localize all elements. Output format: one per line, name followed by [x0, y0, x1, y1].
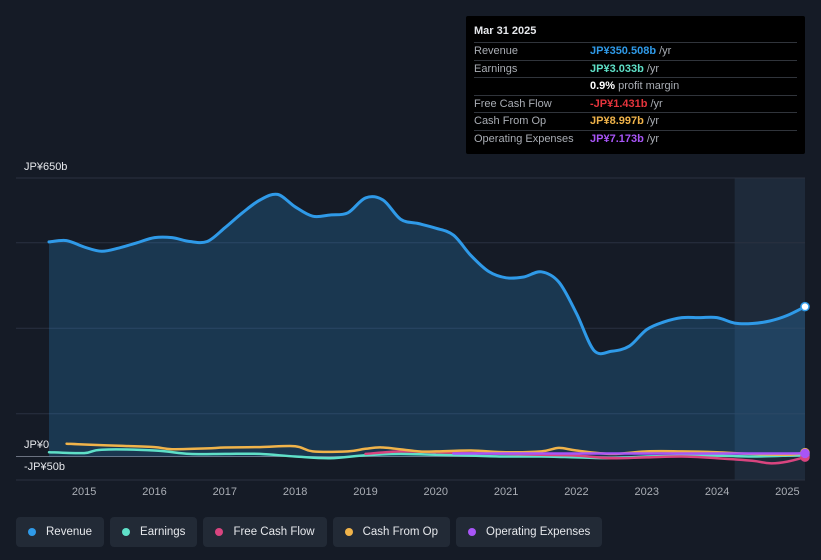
legend-item-free-cash-flow[interactable]: Free Cash Flow: [203, 517, 327, 547]
legend-label: Revenue: [46, 526, 93, 538]
y-tick-label: JP¥0: [24, 439, 49, 451]
tooltip-row-label: Revenue: [474, 45, 519, 57]
x-tick-label: 2024: [705, 486, 729, 498]
tooltip-row-label: Free Cash Flow: [474, 97, 552, 110]
tooltip-row-value: 0.9%: [590, 80, 616, 92]
tooltip-row-free-cash-flow: Free Cash Flow -JP¥1.431b/yr: [474, 96, 797, 113]
cash-from-op-line: [65, 442, 807, 457]
legend: Revenue Earnings Free Cash Flow Cash From O…: [16, 517, 603, 547]
tooltip-row-value: JP¥350.508b: [590, 45, 657, 57]
operating-expenses-end-marker: [800, 448, 810, 459]
x-tick-label: 2020: [424, 486, 448, 498]
forecast-region: [734, 178, 805, 480]
tooltip-row-value: JP¥3.033b: [590, 62, 644, 75]
revenue-end-marker: [800, 301, 810, 312]
tooltip-row-earnings: Earnings JP¥3.033b/yr: [474, 61, 797, 78]
tooltip-row-label: [474, 78, 590, 95]
x-tick-label: 2017: [213, 486, 237, 498]
x-tick-label: 2023: [635, 486, 659, 498]
tooltip-row-label: Operating Expenses: [474, 132, 574, 145]
x-tick-label: 2015: [72, 486, 96, 498]
tooltip-row-value: JP¥7.173b: [590, 132, 644, 145]
legend-label: Operating Expenses: [486, 526, 591, 538]
legend-dot-icon: [344, 528, 353, 536]
tooltip-row-label: Cash From Op: [474, 115, 547, 127]
legend-item-revenue[interactable]: Revenue: [16, 517, 105, 547]
tooltip-row-operating-expenses: Operating Expenses JP¥7.173b/yr: [474, 131, 797, 148]
legend-item-operating-expenses[interactable]: Operating Expenses: [456, 517, 603, 547]
x-tick-label: 2016: [142, 486, 166, 498]
tooltip-row-unit: /yr: [646, 115, 660, 127]
x-tick-label: 2022: [564, 486, 588, 498]
tooltip-date: Mar 31 2025: [474, 24, 797, 43]
legend-label: Free Cash Flow: [233, 526, 315, 538]
tooltip-row-label: Earnings: [474, 62, 518, 75]
tooltip-row-unit: /yr: [646, 132, 660, 145]
tooltip-panel: Mar 31 2025 Revenue JP¥350.508b/yr Earning…: [466, 16, 805, 154]
legend-dot-icon: [122, 528, 131, 536]
x-tick-label: 2021: [494, 486, 518, 498]
tooltip-row-cash-from-op: Cash From Op JP¥8.997b/yr: [474, 113, 797, 131]
y-tick-label: -JP¥50b: [24, 461, 65, 473]
x-tick-label: 2019: [353, 486, 377, 498]
tooltip-row-profit-margin: 0.9% profit margin: [474, 78, 797, 96]
legend-dot-icon: [215, 528, 224, 536]
revenue-area: [49, 194, 805, 457]
legend-item-earnings[interactable]: Earnings: [110, 517, 198, 547]
x-tick-label: 2025: [775, 486, 799, 498]
tooltip-row-value: JP¥8.997b: [590, 115, 644, 127]
tooltip-row-revenue: Revenue JP¥350.508b/yr: [474, 43, 797, 61]
free-cash-flow-line: [364, 450, 807, 465]
tooltip-row-unit: /yr: [659, 45, 672, 57]
legend-item-cash-from-op[interactable]: Cash From Op: [332, 517, 451, 547]
tooltip-row-unit: /yr: [650, 97, 663, 110]
legend-dot-icon: [468, 528, 477, 536]
tooltip-row-unit: /yr: [646, 62, 660, 75]
legend-label: Cash From Op: [362, 526, 439, 538]
legend-dot-icon: [28, 528, 36, 536]
earnings-line: [47, 448, 807, 460]
tooltip-row-value: -JP¥1.431b: [590, 97, 648, 110]
y-tick-label: JP¥650b: [24, 161, 67, 173]
tooltip-row-unit: profit margin: [618, 80, 680, 92]
x-tick-label: 2018: [283, 486, 307, 498]
revenue-line: [47, 192, 807, 356]
legend-label: Earnings: [140, 526, 186, 538]
